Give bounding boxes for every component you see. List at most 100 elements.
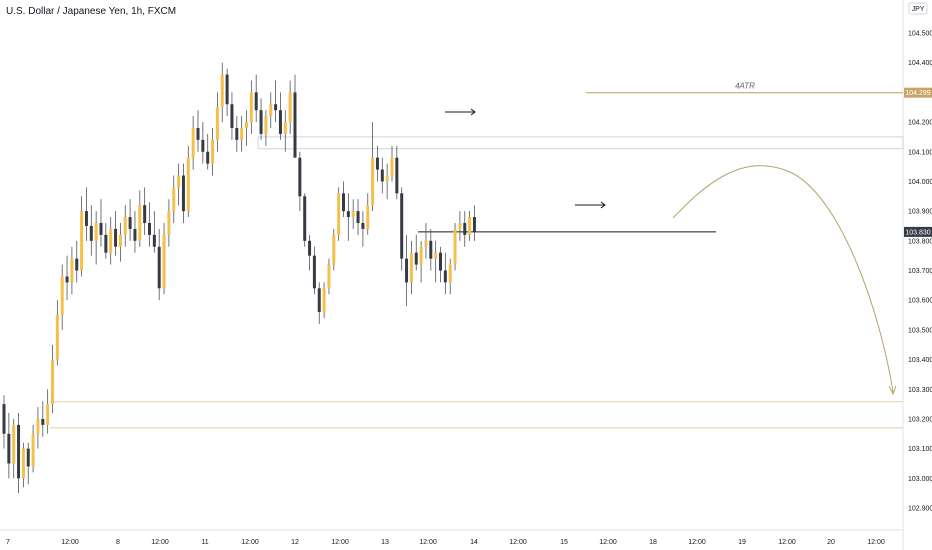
y-tick-label: 103.100 [908,446,932,453]
x-tick-label: 12 [291,539,299,546]
candle-body [104,234,108,253]
y-tick-label: 104.500 [908,31,932,38]
candle-body [448,264,452,283]
candle-body [385,175,389,182]
last-price-badge-label: 103.830 [905,229,930,236]
x-tick-label: 12:00 [151,539,169,546]
candle-body [157,246,161,289]
candle-body [303,196,307,241]
candle-body [453,228,457,265]
candle-body [2,404,6,434]
candle-body [375,157,379,170]
candle-body [269,104,273,117]
arrow-head [600,201,606,209]
candle-body [94,223,98,241]
candle-body [128,217,132,229]
candle-body [201,139,205,152]
x-tick-label: 19 [738,539,746,546]
y-tick-label: 103.000 [908,476,932,483]
x-tick-label: 13 [381,539,389,546]
y-tick-label: 103.700 [908,268,932,275]
x-tick-label: 12:00 [509,539,527,546]
candle-body [51,359,54,405]
candle-body [177,175,181,188]
candle-body [70,258,74,283]
candle-body [346,211,350,218]
candle-body [41,418,45,425]
x-tick-label: 7 [6,539,10,546]
y-tick-label: 103.400 [908,357,932,364]
candle-body [89,225,93,241]
candle-body [12,424,16,464]
x-tick-label: 20 [827,539,835,546]
candle-body [21,448,25,479]
candle-body [443,270,447,283]
candle-body [36,418,40,434]
x-tick-label: 11 [201,539,208,546]
arrow-annotation-1 [445,108,476,116]
candle-body [308,240,312,256]
projection-curve [672,165,894,393]
candle-body [152,234,156,247]
atr-price-badge-label: 104.299 [905,90,930,97]
candle-body [409,252,413,283]
candle-body [414,252,418,265]
candle-body [26,448,30,467]
x-tick-label: 8 [116,539,120,546]
candle-body [458,223,462,229]
candle-body [230,104,234,128]
candle-body [118,234,122,247]
candle-body [424,240,428,247]
candle-body [439,252,442,271]
candle-body [400,193,404,259]
candle-body [143,205,147,223]
projection-arrow-head [888,385,897,396]
candle-body [225,74,229,105]
candle-body [366,205,370,229]
atr-price-badge [904,87,932,98]
y-tick-label: 103.800 [908,238,932,245]
candle-body [46,404,50,425]
candle-body [274,104,278,111]
candle-body [138,205,142,241]
x-tick-label: 12:00 [599,539,617,546]
candle-body [31,433,35,467]
atr-level-label: 4ATR [735,82,755,91]
candle-body [191,128,195,158]
chart-title: U.S. Dollar / Japanese Yen, 1h, FXCM [6,6,177,17]
x-tick-label: 15 [560,539,568,546]
candle-body [259,110,263,134]
candle-body [434,252,438,259]
y-tick-label: 104.100 [908,149,932,156]
candle-body [211,139,215,164]
x-tick-label: 12:00 [241,539,259,546]
candle-body [429,240,433,259]
candle-body [75,258,79,271]
candle-body [172,187,176,212]
candle-body [84,211,88,226]
candle-body [215,107,219,140]
candle-body [133,228,137,241]
last-price-badge [904,226,932,237]
candle-body [235,128,239,140]
candle-body [109,228,113,253]
x-tick-label: 12:00 [688,539,706,546]
candle-body [419,246,423,265]
gray-zone [257,136,904,150]
candle-body [181,175,185,212]
candle-body [351,211,355,218]
candle-body [99,223,103,235]
candle-body [312,255,316,289]
y-tick-label: 103.900 [908,209,932,216]
currency-badge-label: JPY [912,6,925,13]
arrow-head [470,108,476,116]
candle-body [278,110,282,134]
candle-body [162,234,166,289]
x-tick-label: 12:00 [419,539,437,546]
y-tick-label: 104.000 [908,179,932,186]
candle-body [463,223,467,235]
candle-body [327,264,331,289]
candle-body [17,424,21,479]
candle-body [283,122,287,134]
